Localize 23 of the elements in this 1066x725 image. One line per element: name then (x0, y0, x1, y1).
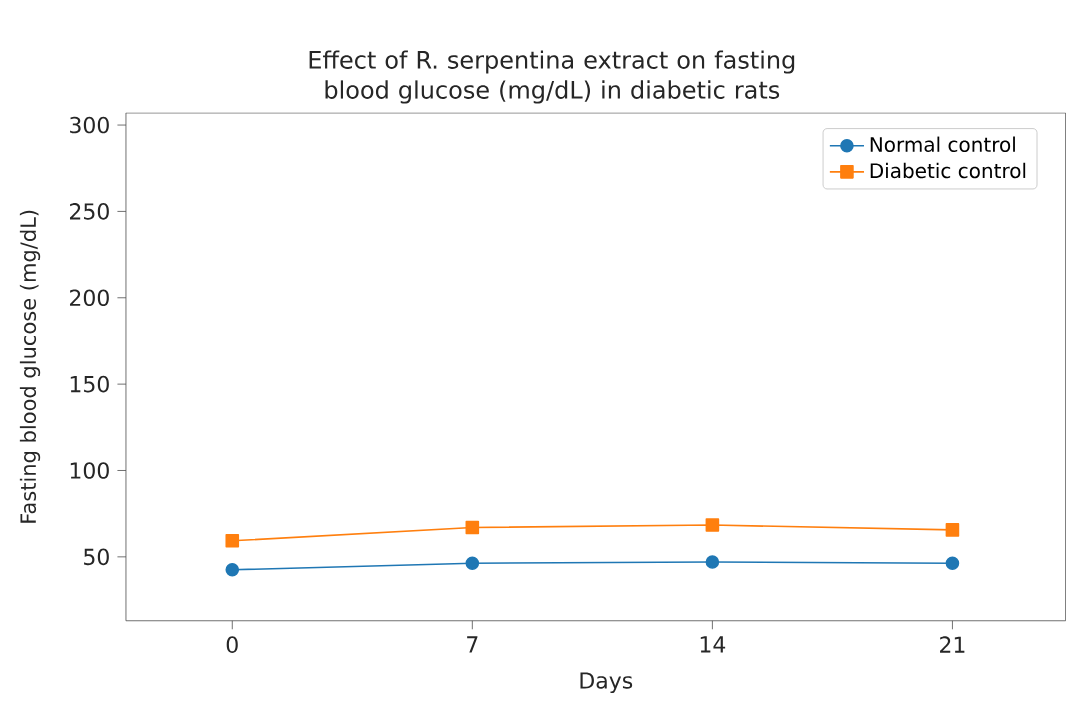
point (945, 556, 960, 571)
y-tick-label: 250 (69, 203, 109, 220)
chart-title: Effect of R. serpentina extract on fasting blood glucose (mg/dL) in diabetic rats (309, 50, 795, 104)
x-tick-label: 14 (700, 636, 726, 653)
y-tick-label: 50 (84, 548, 109, 566)
point (705, 518, 720, 533)
point (945, 523, 960, 537)
point (705, 555, 720, 569)
y-tick-label: 100 (70, 462, 109, 479)
x-tick-label: 0 (226, 636, 238, 654)
y-axis-title: Fasting blood glucose (mg/dL) (19, 210, 41, 523)
y-tick-label: 200 (69, 289, 109, 307)
x-axis-title: Days (580, 672, 633, 694)
point (465, 520, 480, 535)
point (465, 556, 480, 571)
point (225, 534, 240, 548)
y-tick-label: 150 (70, 375, 109, 393)
y-tick-label: 300 (70, 116, 109, 134)
legend-label: Normal control (870, 136, 1015, 153)
legend-label: Diabetic control (870, 162, 1026, 179)
x-tick-label: 21 (940, 636, 965, 653)
x-tick-label: 7 (467, 636, 478, 653)
point (225, 563, 240, 577)
